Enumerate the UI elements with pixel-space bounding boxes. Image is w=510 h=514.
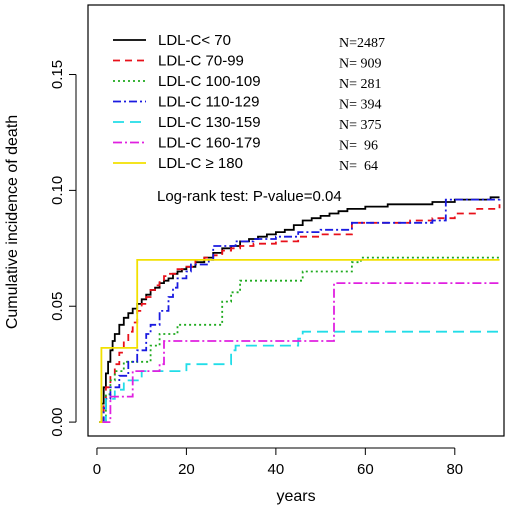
legend-label-6: LDL-C ≥ 180 [158,155,243,172]
legend-label-4: LDL-C 130-159 [158,114,261,131]
legend-label-0: LDL-C< 70 [158,32,231,49]
logrank-annotation: Log-rank test: P-value=0.04 [157,188,342,205]
legend-n-1: N= 909 [339,57,382,72]
legend-label-1: LDL-C 70-99 [158,53,244,70]
legend-n-6: N= 64 [339,159,378,174]
legend-n-4: N= 375 [339,118,382,133]
y-tick-label-1: 0.05 [49,292,66,321]
legend-label-3: LDL-C 110-129 [158,94,259,111]
legend-n-3: N= 394 [339,98,382,113]
y-axis: 0.00 0.05 0.10 0.15 [49,60,77,437]
series-curves [99,196,501,423]
x-axis-label: years [276,488,315,505]
y-tick-label-3: 0.15 [49,60,66,89]
series-line-1 [101,204,501,423]
series-line-5 [101,282,500,423]
x-tick-label-3: 60 [357,461,374,478]
series-line-2 [101,256,500,423]
legend-n-2: N= 281 [339,77,382,92]
x-tick-label-0: 0 [93,461,101,478]
legend-n-5: N= 96 [339,139,378,154]
legend-label-2: LDL-C 100-109 [158,73,261,90]
x-tick-label-1: 20 [178,461,195,478]
y-tick-label-2: 0.10 [49,176,66,205]
legend-label-5: LDL-C 160-179 [158,135,261,152]
x-axis: 0 20 40 60 80 [93,447,463,478]
y-axis-label: Cumulative incidence of death [4,115,21,329]
y-tick-label-0: 0.00 [49,407,66,436]
plot-frame [87,4,505,437]
x-tick-label-4: 80 [446,461,463,478]
legend-n-0: N=2487 [339,36,385,51]
series-line-6 [99,259,500,423]
series-line-3 [101,197,501,423]
x-tick-label-2: 40 [268,461,285,478]
legend: LDL-C< 70 N=2487 LDL-C 70-99 N= 909 LDL-C 10… [113,32,385,174]
